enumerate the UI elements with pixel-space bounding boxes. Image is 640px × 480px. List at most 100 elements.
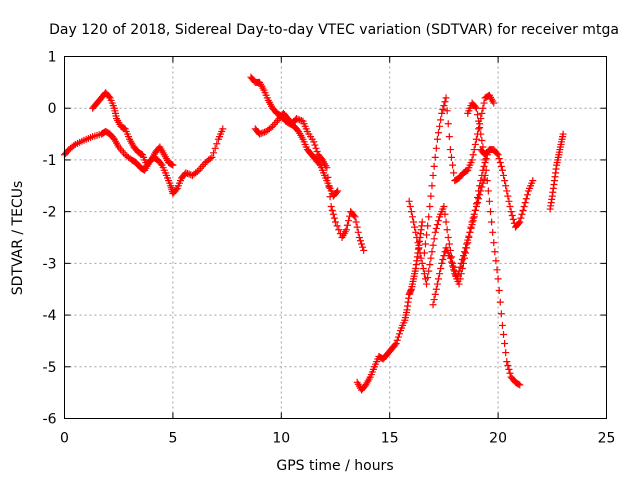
data-point (450, 169, 458, 177)
data-point (463, 244, 471, 252)
data-point (423, 231, 431, 239)
data-point (479, 104, 487, 112)
data-point (431, 153, 439, 161)
data-point (518, 210, 526, 218)
data-point (332, 218, 339, 226)
data-point (310, 138, 318, 146)
data-point (471, 140, 479, 148)
data-point (394, 333, 402, 341)
data-point (484, 187, 492, 195)
data-point (193, 168, 201, 176)
data-point (470, 146, 478, 154)
x-tick-label: 20 (489, 431, 507, 447)
data-point (515, 219, 523, 227)
data-point (440, 202, 448, 210)
data-point (523, 191, 531, 199)
data-point (504, 192, 512, 200)
data-point (356, 237, 364, 245)
data-point (467, 223, 475, 231)
data-point (478, 137, 486, 145)
data-point (328, 206, 336, 214)
data-point (521, 199, 529, 207)
data-point (476, 124, 484, 132)
data-point (483, 177, 491, 185)
data-point (406, 202, 414, 210)
data-point (296, 116, 304, 124)
data-point (464, 239, 472, 247)
data-point (259, 129, 267, 137)
data-point (436, 122, 444, 130)
data-point (407, 208, 415, 216)
series-segment-4 (251, 109, 368, 254)
data-point (449, 161, 457, 169)
data-point (420, 270, 428, 278)
data-point (327, 202, 335, 210)
data-point (458, 265, 466, 273)
data-point (471, 206, 479, 214)
data-point (468, 218, 476, 226)
data-point (472, 104, 480, 112)
data-point (460, 248, 468, 256)
data-point (333, 188, 341, 196)
data-point (502, 349, 510, 357)
grid-lines (64, 56, 607, 419)
data-point (493, 149, 501, 157)
data-point (509, 215, 517, 223)
data-point (345, 217, 353, 225)
data-point (424, 222, 432, 230)
data-point (500, 330, 508, 338)
series-segment-10 (477, 146, 537, 231)
data-point (434, 217, 442, 225)
data-point (433, 221, 441, 229)
data-point (516, 381, 524, 389)
y-tick-label: -3 (43, 256, 57, 272)
data-point (498, 321, 506, 329)
x-tick-label: 10 (272, 431, 290, 447)
data-point (312, 144, 320, 152)
data-point (438, 259, 446, 267)
data-point (446, 254, 454, 262)
data-point (169, 161, 177, 169)
data-point (469, 151, 477, 159)
data-point (450, 266, 458, 274)
data-point (405, 197, 413, 205)
data-point (493, 266, 501, 274)
data-point (355, 234, 363, 241)
x-tick-label: 15 (381, 431, 399, 447)
data-point (351, 213, 359, 221)
y-tick-label: -5 (43, 360, 57, 376)
data-point (477, 130, 485, 138)
y-tick-label: -1 (43, 153, 57, 169)
axis-ticks (64, 56, 607, 419)
data-point (503, 358, 511, 366)
data-point (219, 125, 227, 133)
data-point (393, 336, 401, 344)
data-point (489, 228, 497, 236)
data-point (505, 365, 513, 373)
data-point (157, 160, 165, 168)
data-point (506, 202, 514, 210)
data-point (419, 265, 427, 273)
data-point (418, 259, 426, 267)
data-point (497, 162, 505, 170)
data-point (323, 164, 331, 172)
data-point (487, 208, 495, 216)
data-point (462, 249, 470, 257)
data-point (354, 228, 362, 236)
data-point (495, 155, 503, 163)
data-point (433, 135, 441, 143)
data-point (439, 106, 447, 114)
data-point (494, 275, 502, 283)
data-point (437, 265, 445, 273)
data-point (446, 146, 454, 154)
series-segment-7 (420, 91, 498, 257)
data-point (392, 340, 400, 348)
x-tick-label: 5 (168, 431, 177, 447)
data-point (412, 228, 420, 236)
data-point (430, 235, 438, 243)
data-point (501, 340, 509, 348)
data-point (460, 254, 468, 262)
data-point (459, 259, 467, 267)
data-point (408, 213, 416, 221)
